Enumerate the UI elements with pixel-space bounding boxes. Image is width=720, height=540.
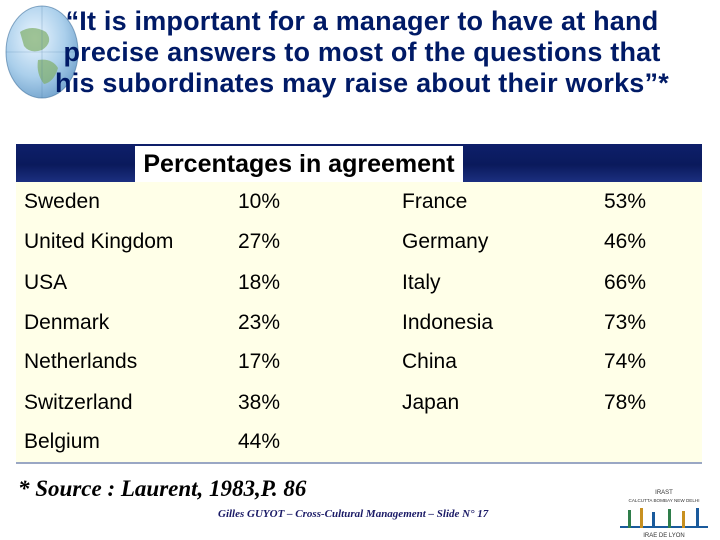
country-cell: Germany [402,230,489,253]
percentage-cell: 46% [604,230,647,253]
percentage-cell: 17% [238,350,281,373]
slide-title: “It is important for a manager to have a… [20,6,704,99]
percentage-cell: 10% [238,190,281,213]
country-cell: China [402,350,457,373]
title-line-2: precise answers to most of the questions… [63,37,661,67]
agreement-table: Sweden 10% France 53% United Kingdom 27%… [16,182,702,464]
country-cell: Switzerland [24,391,133,414]
country-cell: Denmark [24,311,110,334]
country-cell: USA [24,271,68,294]
logo-line-3: IRAE DE LYON [643,533,685,539]
institute-logo: IRAST CALCUTTA BOMBAY NEW DELHI IRAE DE … [618,490,710,539]
percentage-cell: 53% [604,190,647,213]
country-cell: Japan [402,391,460,414]
percentage-cell: 38% [238,391,281,414]
country-cell: Indonesia [402,311,494,334]
country-cell: United Kingdom [24,230,174,253]
slide-footer: Gilles GUYOT – Cross-Cultural Management… [218,508,489,520]
country-cell: France [402,190,468,213]
country-cell: Italy [402,271,441,294]
percentage-cell: 66% [604,271,647,294]
title-line-1: “It is important for a manager to have a… [65,6,659,36]
percentage-cell: 74% [604,350,647,373]
percentage-cell: 27% [238,230,281,253]
globe-icon [5,5,79,99]
percentage-cell: 23% [238,311,281,334]
percentage-cell: 18% [238,271,281,294]
logo-line-1: IRAST [655,490,673,496]
percentage-cell: 78% [604,391,647,414]
table-header-bar [16,144,702,182]
percentage-cell: 73% [604,311,647,334]
country-cell: Belgium [24,430,100,453]
country-cell: Netherlands [24,350,138,373]
logo-line-2: CALCUTTA BOMBAY NEW DELHI [629,498,700,503]
percentage-cell: 44% [238,430,281,453]
title-line-3: his subordinates may raise about their w… [55,68,669,98]
source-note: * Source : Laurent, 1983,P. 86 [18,476,307,501]
country-cell: Sweden [24,190,100,213]
